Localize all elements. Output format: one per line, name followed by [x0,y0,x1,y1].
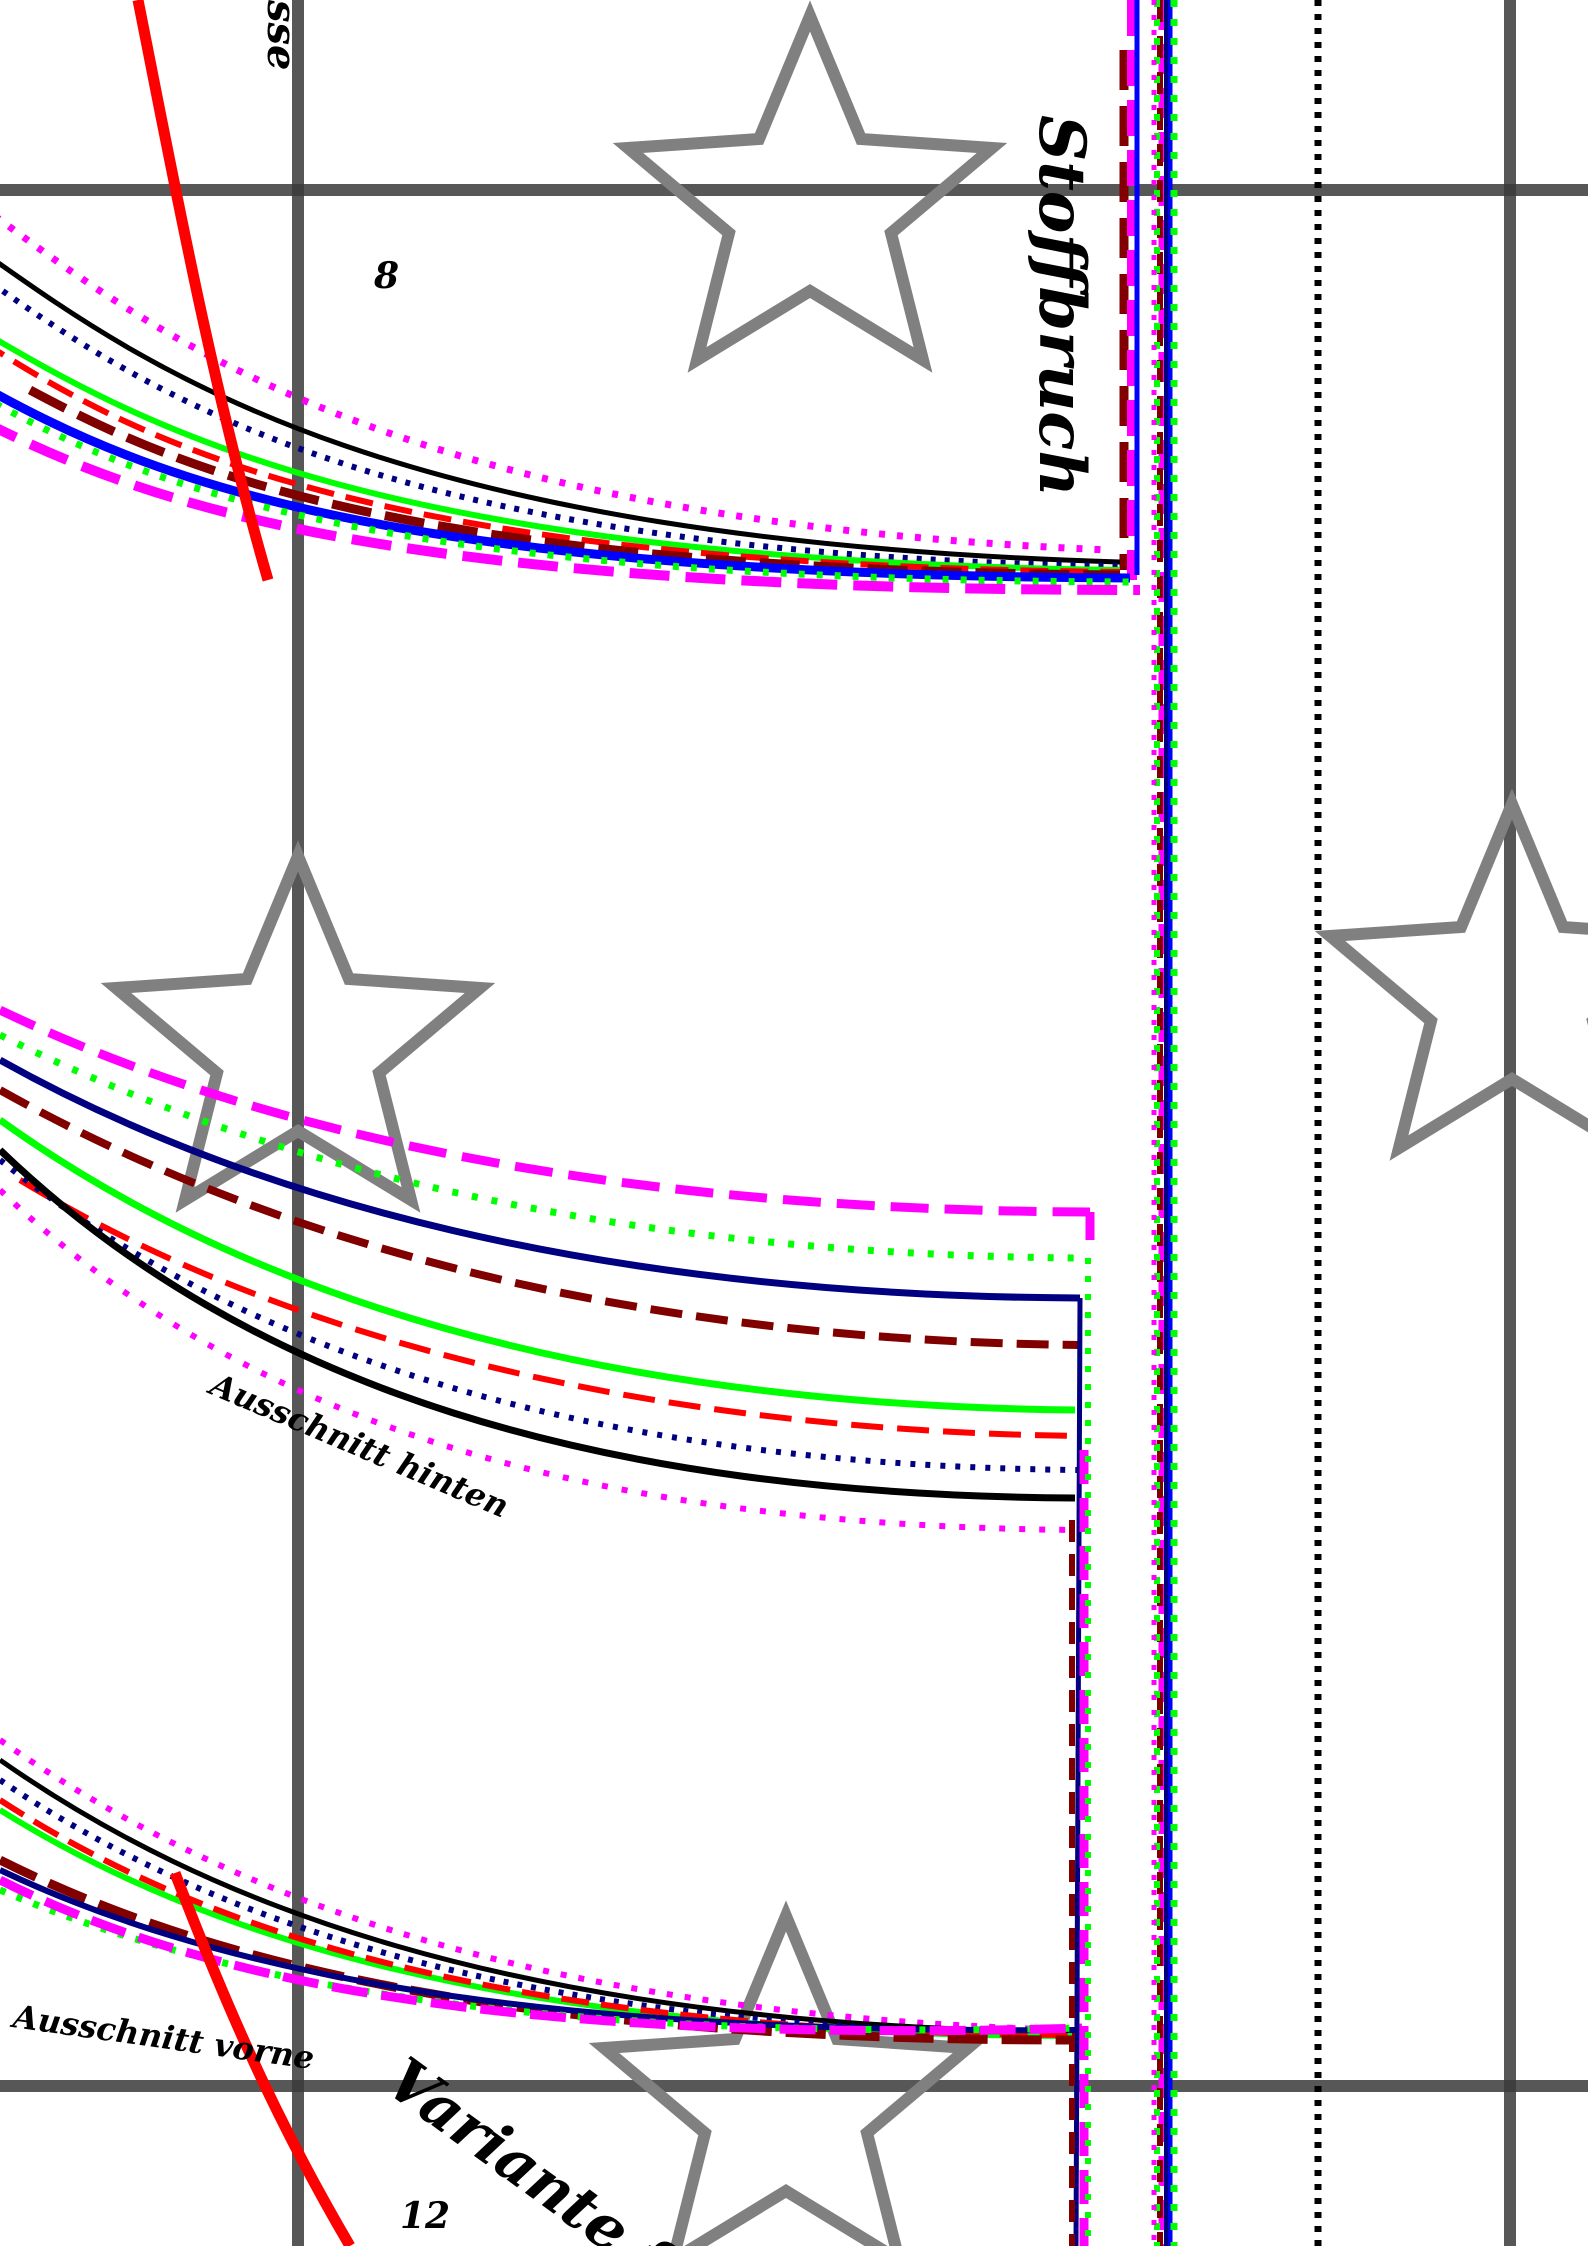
neck-top-blue [0,390,1131,583]
star-icon [100,840,496,1213]
neck-front-black [0,1757,1071,2035]
neckline-front-label: Ausschnitt vorne [8,1997,317,2077]
neck-back-magenta-dashed [0,1005,1091,1217]
page-number-bottom: 12 [400,2195,450,2237]
neck-top-green-dotted [0,401,1136,586]
fold-edge-lines [1151,0,1178,2246]
neck-back-magenta-dotted [0,1187,1076,1533]
neck-back-red-dashed [18,1177,1081,1439]
neck-front-magenta-dotted [0,1737,1076,2033]
neck-top-magenta-dashed [0,424,1141,595]
neckline-top-group [0,0,1141,595]
cf-line-navy [1073,1297,1083,2246]
neckline-back-group [0,1005,1095,1533]
edge-text-top: sse [258,0,305,71]
fold-label: Stoffbruch [1024,115,1099,497]
neck-back-green [0,1117,1076,1414]
star-icon [588,1900,984,2246]
neck-back-darkred-dashed [0,1086,1081,1349]
neckline-front-group [0,1737,1083,2045]
neck-top-navy-dotted [0,285,1121,569]
neck-front-navy-dotted [0,1777,1071,2037]
neck-back-navy [0,1056,1081,1302]
neckline-back-label: Ausschnitt hinten [202,1364,514,1525]
neck-back-navy-dotted [0,1157,1079,1473]
star-icon [612,0,1008,373]
neck-back-black [0,1147,1076,1502]
star-icon [1314,788,1588,1161]
neck-top-black [0,261,1121,565]
page-number-top: 8 [373,255,399,297]
seam-line-red-top [132,0,274,582]
center-front-lines [1069,1258,1091,2246]
neck-front-magenta-dashed [0,1875,1083,2036]
alignment-stars [100,0,1588,2246]
neck-back-green-dotted [0,1031,1083,1262]
seam-line-red-bottom [169,1871,355,2246]
neck-top-green [0,338,1121,573]
